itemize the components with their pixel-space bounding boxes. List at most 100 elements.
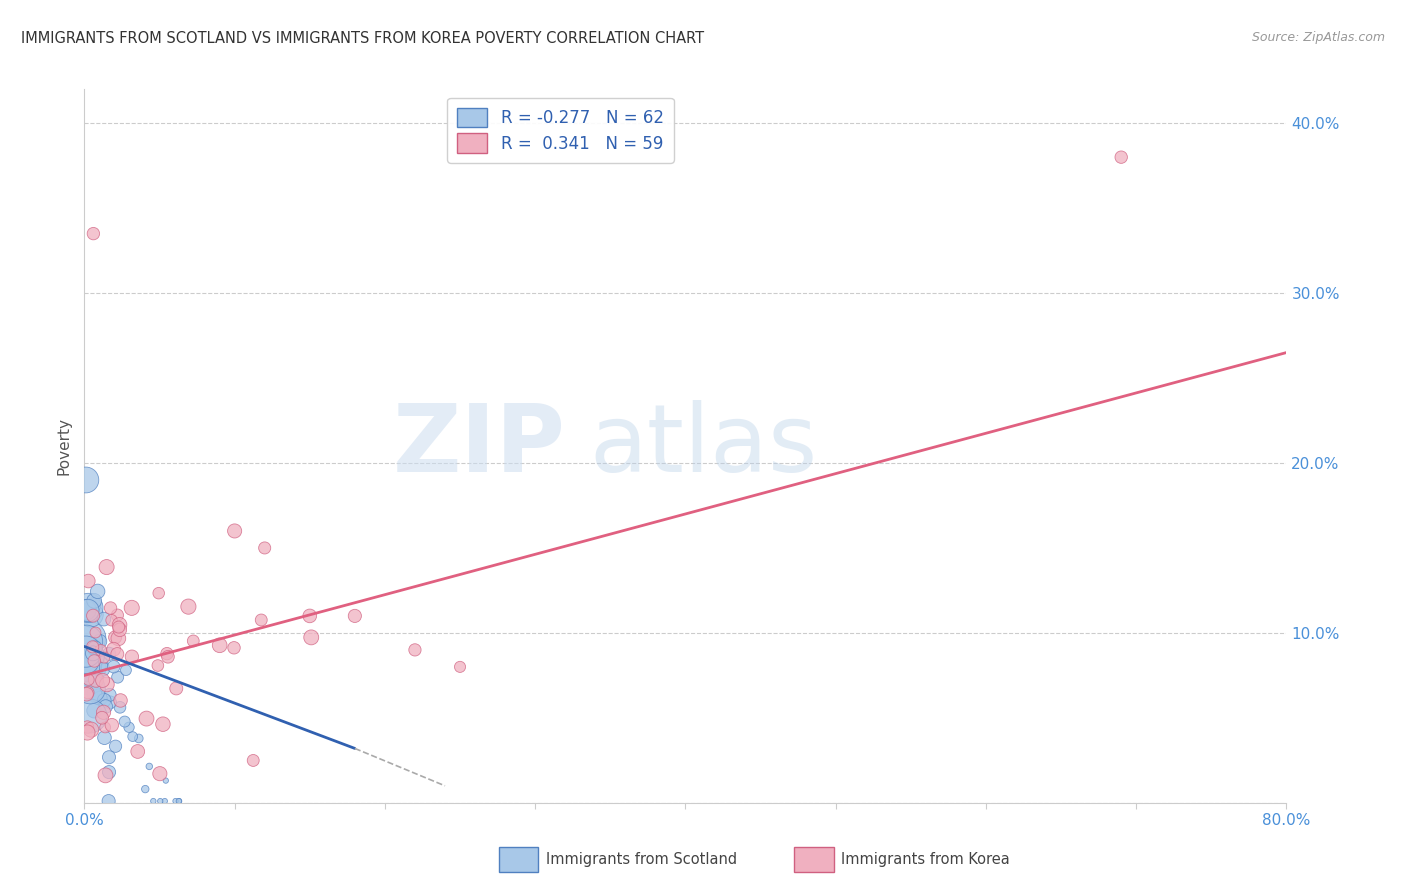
Point: [108, 617, 131, 632]
Point: [89, 691, 111, 706]
Point: [128, 731, 150, 746]
Point: [80, 723, 103, 737]
Point: [299, 631, 322, 645]
Point: [98, 750, 121, 764]
Point: [91, 662, 114, 676]
Point: [100, 601, 122, 615]
Point: [75, 634, 97, 648]
Point: [94, 768, 117, 782]
Point: [77, 631, 100, 645]
Point: [80, 607, 103, 622]
Point: [93, 705, 115, 719]
Point: [118, 720, 141, 734]
Point: [83, 640, 105, 655]
Point: [100, 613, 122, 627]
Point: [83, 654, 105, 668]
Point: [82, 646, 104, 660]
Point: [77, 661, 100, 675]
Point: [298, 608, 321, 623]
Point: [96, 560, 118, 574]
Point: [110, 693, 132, 707]
Point: [115, 663, 138, 677]
Point: [77, 685, 100, 699]
Point: [148, 586, 170, 600]
Point: [76, 725, 98, 739]
Point: [82, 640, 104, 654]
Point: [101, 718, 124, 732]
Point: [90, 643, 112, 657]
Point: [149, 766, 172, 780]
Y-axis label: Poverty: Poverty: [56, 417, 72, 475]
Point: [138, 759, 160, 773]
Point: [79, 667, 101, 681]
Point: [84, 625, 107, 640]
Point: [93, 612, 115, 626]
Point: [449, 660, 471, 674]
Point: [104, 631, 127, 645]
Point: [343, 608, 366, 623]
Point: [177, 599, 200, 614]
Point: [77, 601, 100, 615]
Point: [165, 794, 187, 808]
Point: [97, 794, 120, 808]
Point: [404, 643, 426, 657]
Point: [83, 594, 105, 608]
Point: [98, 647, 121, 661]
Point: [107, 620, 129, 634]
Point: [114, 714, 136, 729]
Point: [94, 721, 117, 735]
Point: [94, 699, 117, 714]
Point: [155, 773, 177, 788]
Point: [103, 642, 125, 657]
Point: [90, 657, 112, 671]
Point: [83, 687, 105, 701]
Text: Immigrants from Scotland: Immigrants from Scotland: [546, 853, 737, 867]
Point: [93, 650, 115, 665]
Point: [107, 632, 129, 646]
Point: [108, 623, 131, 637]
Point: [167, 794, 190, 808]
Point: [135, 712, 157, 726]
Point: [242, 754, 264, 768]
Point: [93, 731, 115, 745]
Point: [96, 677, 118, 691]
Point: [82, 608, 104, 623]
Point: [75, 673, 97, 688]
Point: [156, 649, 179, 664]
Point: [79, 709, 101, 723]
Point: [108, 700, 131, 714]
Point: [75, 603, 97, 617]
Point: [75, 660, 97, 674]
Point: [79, 655, 101, 669]
Text: Immigrants from Korea: Immigrants from Korea: [841, 853, 1010, 867]
Point: [181, 634, 204, 648]
Point: [82, 227, 104, 241]
Point: [75, 473, 97, 487]
Point: [208, 638, 231, 652]
Point: [76, 663, 98, 677]
Point: [77, 603, 100, 617]
Text: Source: ZipAtlas.com: Source: ZipAtlas.com: [1251, 31, 1385, 45]
Point: [1109, 150, 1132, 164]
Point: [98, 765, 121, 780]
Text: IMMIGRANTS FROM SCOTLAND VS IMMIGRANTS FROM KOREA POVERTY CORRELATION CHART: IMMIGRANTS FROM SCOTLAND VS IMMIGRANTS F…: [21, 31, 704, 46]
Legend: R = -0.277   N = 62, R =  0.341   N = 59: R = -0.277 N = 62, R = 0.341 N = 59: [447, 97, 673, 162]
Point: [84, 673, 107, 687]
Point: [79, 681, 101, 696]
Point: [91, 673, 114, 688]
Point: [121, 600, 143, 615]
Point: [75, 666, 97, 681]
Point: [146, 658, 169, 673]
Point: [152, 717, 174, 731]
Point: [93, 693, 115, 707]
Point: [83, 598, 105, 612]
Point: [79, 658, 101, 673]
Point: [84, 641, 107, 656]
Point: [77, 574, 100, 588]
Point: [222, 640, 245, 655]
Point: [107, 670, 129, 684]
Text: atlas: atlas: [589, 400, 817, 492]
Text: ZIP: ZIP: [392, 400, 565, 492]
Point: [76, 720, 98, 734]
Point: [98, 688, 121, 702]
